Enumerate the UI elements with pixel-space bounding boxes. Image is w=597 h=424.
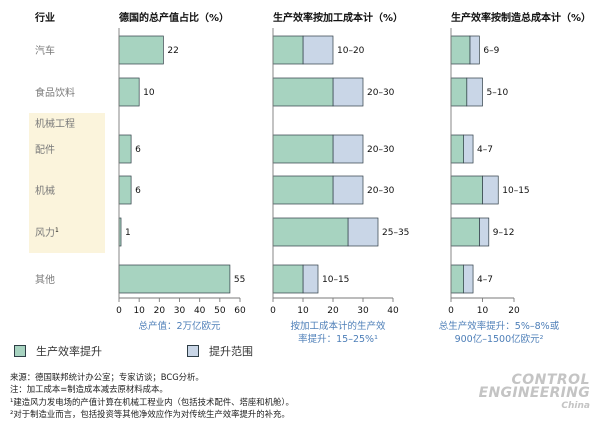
bar-share	[118, 35, 164, 65]
category-label: 汽车	[35, 44, 55, 57]
category-footnote-marker: 1	[55, 227, 59, 234]
category-label: 风力1	[35, 226, 59, 239]
bar-range	[463, 134, 474, 164]
notes: 来源：德国联邦统计办公室；专家访谈；BCG分析。 注：加工成本=制造成本减去原材…	[10, 371, 430, 421]
legend-item-range: 提升范围	[187, 343, 253, 359]
bar-productivity	[450, 217, 480, 247]
data-label: 6	[135, 145, 141, 155]
bar-range	[347, 217, 379, 247]
data-label: 1	[125, 228, 131, 238]
bar-share	[118, 134, 132, 164]
legend-label-productivity: 生产效率提升	[36, 345, 102, 358]
data-label: 6–9	[483, 46, 499, 56]
category-label: 配件	[35, 144, 55, 156]
panel-caption: 按加工成本计的生产效	[290, 320, 386, 332]
data-label: 4–7	[477, 145, 493, 155]
footnote-2: ²对于制造业而言，包括投资等其他净效应作为对传统生产效率提升的补充。	[10, 409, 290, 420]
bar-range	[302, 264, 319, 294]
panel-title: 生产效率按制造总成本计（%）	[451, 11, 591, 24]
panel-title: 德国的总产值占比（%）	[118, 11, 229, 24]
watermark-line-1: CONTROL	[511, 372, 590, 388]
bar-range	[332, 175, 364, 205]
watermark-logo: CONTROL ENGINEERING China	[462, 372, 590, 413]
x-tick-label: 20	[508, 306, 520, 316]
bar-productivity	[272, 77, 334, 107]
data-label: 22	[167, 46, 178, 56]
data-label: 5–10	[487, 88, 509, 98]
data-label: 6	[135, 186, 141, 196]
bar-productivity	[450, 77, 468, 107]
x-tick-label: 20	[327, 306, 339, 316]
data-label: 55	[234, 275, 245, 285]
watermark-line-2: ENGINEERING	[478, 385, 590, 401]
category-label: 食品饮料	[35, 86, 75, 99]
legend: 生产效率提升 提升范围	[10, 339, 310, 363]
bar-productivity	[450, 264, 464, 294]
bar-range	[469, 35, 480, 65]
panel-title: 生产效率按加工成本计（%）	[273, 11, 403, 24]
row-header: 行业	[34, 11, 55, 24]
x-tick-label: 50	[214, 306, 226, 316]
data-label: 25–35	[382, 228, 409, 238]
bar-range	[463, 264, 474, 294]
x-tick-label: 0	[116, 306, 122, 316]
category-label: 其他	[35, 273, 55, 286]
data-label: 20–30	[367, 186, 395, 196]
bar-range	[332, 77, 364, 107]
bar-range	[302, 35, 334, 65]
bar-share	[118, 264, 231, 294]
panel-caption: 总产值：2万亿欧元	[138, 320, 221, 332]
bar-productivity	[272, 134, 334, 164]
x-tick-label: 60	[234, 306, 246, 316]
bar-productivity	[450, 175, 483, 205]
data-label: 10–20	[337, 46, 365, 56]
legend-label-range: 提升范围	[209, 345, 253, 358]
bar-share	[118, 77, 140, 107]
bar-productivity	[272, 35, 304, 65]
panel-caption: 总生产效率提升：5%–8%或	[439, 320, 560, 332]
data-label: 20–30	[367, 145, 395, 155]
footnote-1: ¹建造风力发电场的产值计算在机械工程业内（包括技术配件、塔座和机舱）。	[10, 396, 294, 407]
legend-swatch-productivity	[14, 345, 26, 357]
bar-range	[482, 175, 499, 205]
note-definition: 注：加工成本=制造成本减去原材料成本。	[10, 384, 168, 395]
bar-productivity	[272, 175, 334, 205]
panel-caption: 900亿–1500亿欧元²	[455, 333, 544, 345]
x-tick-label: 10	[133, 306, 145, 316]
bar-productivity	[450, 134, 464, 164]
legend-swatch-range	[187, 345, 199, 357]
bar-productivity	[272, 217, 349, 247]
bar-productivity	[450, 35, 471, 65]
data-label: 9–12	[493, 228, 515, 238]
x-tick-label: 20	[154, 306, 166, 316]
watermark-line-3: China	[561, 401, 590, 411]
x-tick-label: 0	[270, 306, 276, 316]
x-tick-label: 30	[174, 306, 186, 316]
x-tick-label: 10	[297, 306, 309, 316]
panel-caption: 率提升：15–25%¹	[298, 333, 378, 345]
bar-productivity	[272, 264, 304, 294]
x-tick-label: 40	[194, 306, 206, 316]
bar-range	[332, 134, 364, 164]
bar-range	[466, 77, 483, 107]
group-label: 机械工程	[35, 117, 75, 130]
legend-item-productivity: 生产效率提升	[14, 343, 102, 359]
x-tick-label: 30	[357, 306, 369, 316]
data-label: 10	[143, 88, 155, 98]
data-label: 10–15	[322, 275, 349, 285]
data-label: 4–7	[477, 275, 493, 285]
x-tick-label: 0	[448, 306, 454, 316]
x-tick-label: 40	[387, 306, 399, 316]
category-label: 机械	[35, 184, 55, 197]
group-highlight	[29, 113, 105, 253]
note-source: 来源：德国联邦统计办公室；专家访谈；BCG分析。	[10, 372, 204, 382]
data-label: 20–30	[367, 88, 395, 98]
bar-range	[479, 217, 490, 247]
data-label: 10–15	[502, 186, 529, 196]
x-tick-label: 10	[477, 306, 489, 316]
bar-share	[118, 175, 132, 205]
